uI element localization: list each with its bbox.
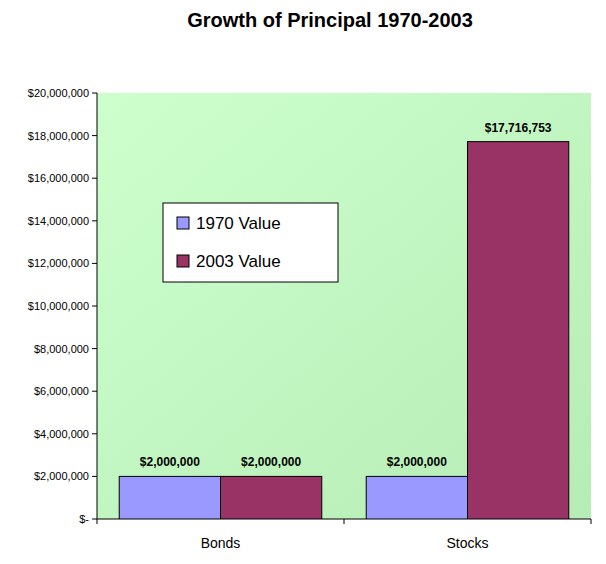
y-tick bbox=[92, 220, 97, 221]
y-tick bbox=[92, 476, 97, 477]
y-tick bbox=[92, 263, 97, 264]
data-labels: $2,000,000 $2,000,000 $2,000,000 $17,716,75… bbox=[140, 121, 552, 470]
y-tick bbox=[92, 93, 97, 94]
y-tick bbox=[92, 178, 97, 179]
legend-label: 1970 Value bbox=[196, 214, 281, 233]
y-tick bbox=[92, 348, 97, 349]
y-tick-label: $10,000,000 bbox=[28, 300, 89, 312]
data-label: $2,000,000 bbox=[140, 455, 200, 469]
y-tick-label: $20,000,000 bbox=[28, 87, 89, 99]
bar bbox=[119, 476, 220, 519]
bar bbox=[366, 476, 467, 519]
x-tick bbox=[344, 519, 345, 524]
y-tick bbox=[92, 519, 97, 520]
x-tick-label: Stocks bbox=[446, 535, 488, 551]
x-tick bbox=[591, 519, 592, 524]
bars bbox=[119, 142, 569, 519]
y-tick-label: $6,000,000 bbox=[34, 385, 89, 397]
y-tick-label: $4,000,000 bbox=[34, 428, 89, 440]
legend-swatch bbox=[177, 217, 189, 229]
data-label: $17,716,753 bbox=[485, 121, 552, 135]
y-tick-label: $14,000,000 bbox=[28, 215, 89, 227]
legend-swatch bbox=[177, 255, 189, 267]
data-label: $2,000,000 bbox=[387, 455, 447, 469]
y-tick-label: $18,000,000 bbox=[28, 130, 89, 142]
y-tick-label: $- bbox=[79, 513, 89, 525]
y-tick bbox=[92, 306, 97, 307]
y-tick-label: $16,000,000 bbox=[28, 172, 89, 184]
data-label: $2,000,000 bbox=[241, 455, 301, 469]
y-tick bbox=[92, 433, 97, 434]
bar bbox=[221, 476, 322, 519]
chart: Growth of Principal 1970-2003 $- $2,000,00… bbox=[0, 0, 606, 564]
y-tick bbox=[92, 135, 97, 136]
legend-label: 2003 Value bbox=[196, 252, 281, 271]
y-tick-label: $8,000,000 bbox=[34, 343, 89, 355]
y-tick bbox=[92, 391, 97, 392]
x-tick-label: Bonds bbox=[201, 535, 241, 551]
y-tick-label: $2,000,000 bbox=[34, 470, 89, 482]
plot-area bbox=[97, 93, 591, 519]
y-tick-label: $12,000,000 bbox=[28, 257, 89, 269]
title: Growth of Principal 1970-2003 bbox=[187, 9, 473, 31]
x-tick bbox=[97, 519, 98, 524]
legend-box bbox=[163, 203, 338, 282]
bar bbox=[468, 142, 569, 519]
legend: 1970 Value 2003 Value bbox=[163, 203, 338, 282]
